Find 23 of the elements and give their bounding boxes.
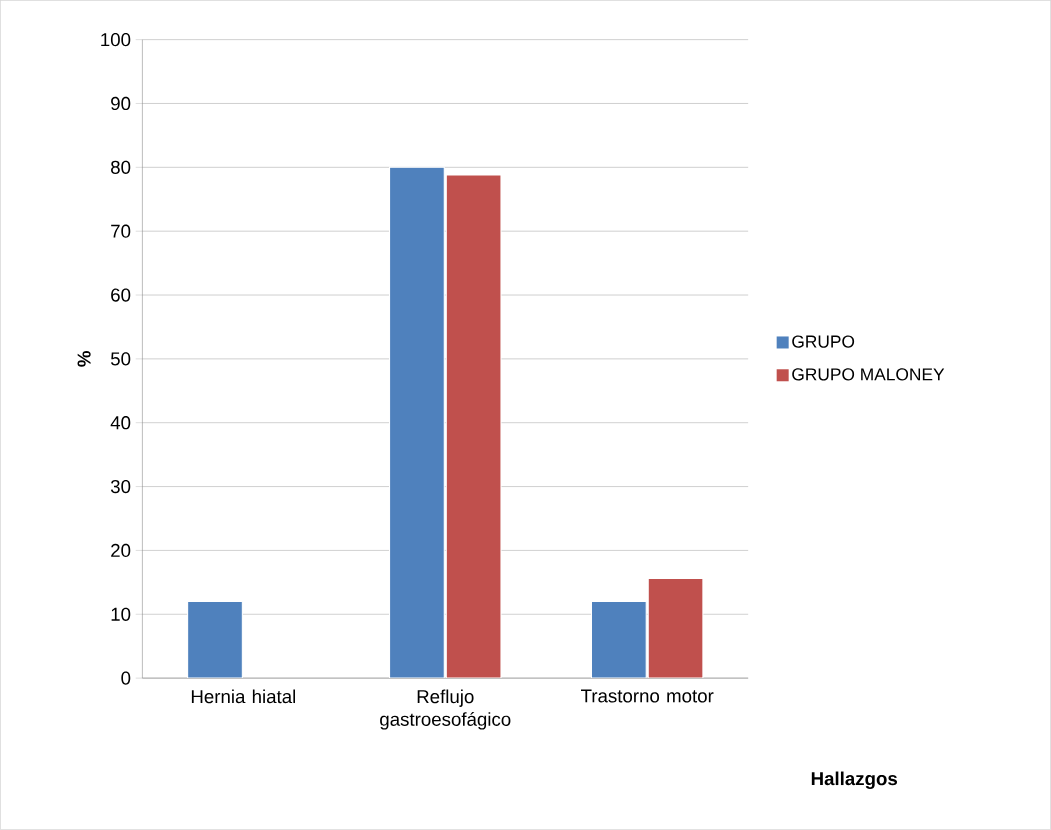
- y-tick-label: 70: [111, 224, 131, 238]
- bar: [389, 166, 445, 679]
- y-tick-label: 10: [111, 607, 131, 621]
- x-axis-title: Hallazgos: [811, 771, 898, 790]
- y-tick-label: 60: [111, 288, 131, 302]
- y-tick-label: 80: [111, 160, 131, 175]
- x-tick-label: Trastorno motor: [581, 689, 714, 703]
- y-tick-label: 0: [121, 671, 131, 685]
- legend-label: GRUPO MALONEY: [792, 368, 945, 381]
- bar: [187, 601, 243, 679]
- legend-label: GRUPO: [792, 335, 855, 348]
- y-tick-label: 40: [110, 416, 131, 430]
- y-tick-label: 30: [110, 480, 131, 494]
- bar: [445, 174, 502, 679]
- x-tick-label: Hernia hiatal: [191, 689, 296, 704]
- bar: [647, 578, 704, 679]
- y-tick-label: 90: [111, 96, 131, 111]
- y-tick-label: 20: [111, 543, 131, 558]
- x-tick-label: Reflujo gastroesofágico: [380, 689, 511, 730]
- y-tick-label: 100: [101, 33, 131, 47]
- bar: [590, 601, 647, 679]
- y-tick-label: 50: [110, 352, 131, 366]
- y-axis-title: %: [77, 351, 91, 367]
